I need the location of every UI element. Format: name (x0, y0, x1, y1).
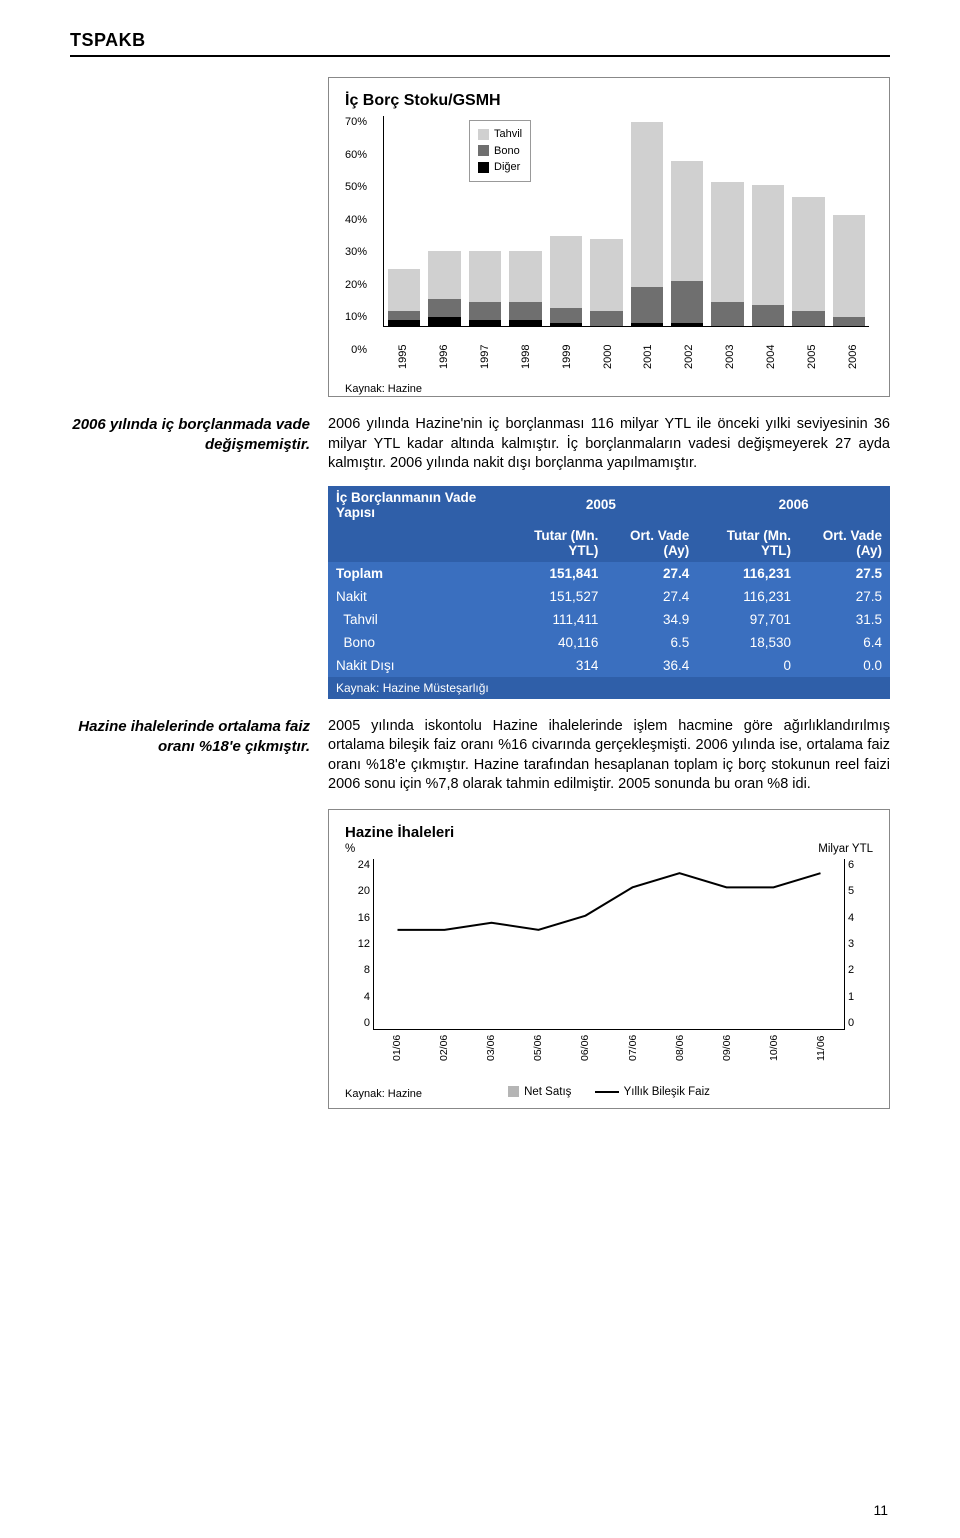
table-title: İç Borçlanmanın Vade Yapısı (328, 486, 504, 524)
chart2-right-unit: Milyar YTL (818, 843, 873, 855)
paragraph-1: 2006 yılında Hazine'nin iç borçlanması 1… (328, 415, 890, 474)
chart1-legend: TahvilBonoDiğer (469, 120, 531, 182)
document-page: TSPAKB İç Borç Stoku/GSMH 70%60%50%40%30… (0, 0, 960, 1538)
col-tutar-2: Tutar (Mn. YTL) (697, 524, 799, 562)
legend-swatch-bars (508, 1086, 519, 1097)
chart2-left-unit: % (345, 843, 355, 855)
chart2-right-axis: 6543210 (848, 859, 868, 1029)
chart2-title: Hazine İhaleleri (345, 824, 873, 841)
chart1-y-axis: 70%60%50%40%30%20%10%0% (337, 116, 367, 356)
chart2-x-labels: 01/0602/0603/0605/0606/0607/0608/0609/06… (373, 1034, 845, 1060)
legend-label-line: Yıllık Bileşik Faiz (624, 1086, 710, 1098)
header-rule (70, 55, 890, 57)
chart2-plot-area: 24201612840 6543210 (373, 859, 845, 1030)
page-number: 11 (873, 1502, 888, 1518)
stacked-bar-chart: İç Borç Stoku/GSMH 70%60%50%40%30%20%10%… (328, 77, 890, 397)
table-footer: Kaynak: Hazine Müsteşarlığı (328, 677, 890, 699)
side-note-2: Hazine ihalelerinde ortalama faiz oranı … (70, 717, 310, 795)
chart1-title: İç Borç Stoku/GSMH (345, 92, 873, 110)
brand-name: TSPAKB (70, 30, 890, 51)
table-year-2006: 2006 (697, 486, 890, 524)
paragraph-2: 2005 yılında iskontolu Hazine ihalelerin… (328, 717, 890, 795)
col-vade-2: Ort. Vade (Ay) (799, 524, 890, 562)
legend-swatch-line (595, 1091, 619, 1093)
chart1-source: Kaynak: Hazine (345, 383, 873, 395)
chart1-x-labels: 1995199619971998199920002001200220032004… (383, 331, 873, 355)
col-vade-1: Ort. Vade (Ay) (606, 524, 697, 562)
chart2-legend: Net Satış Yıllık Bileşik Faiz (345, 1086, 873, 1098)
chart2-source: Kaynak: Hazine (345, 1088, 422, 1100)
side-note-1: 2006 yılında iç borçlanmada vade değişme… (70, 415, 310, 474)
chart1-plot-area (383, 116, 869, 327)
table-body: Toplam151,84127.4116,23127.5Nakit151,527… (328, 562, 890, 677)
chart2-left-axis: 24201612840 (346, 859, 370, 1029)
legend-label-bars: Net Satış (524, 1086, 571, 1098)
vade-yapisi-table: İç Borçlanmanın Vade Yapısı 2005 2006 Tu… (328, 486, 890, 699)
combo-chart: Hazine İhaleleri % Milyar YTL 2420161284… (328, 809, 890, 1109)
chart2-line (374, 859, 844, 1029)
table-year-2005: 2005 (504, 486, 697, 524)
col-tutar-1: Tutar (Mn. YTL) (504, 524, 606, 562)
